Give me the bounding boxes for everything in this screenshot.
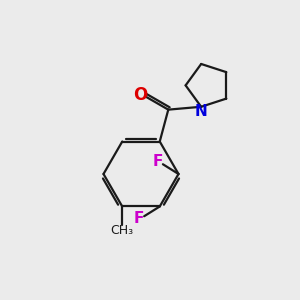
Text: CH₃: CH₃ <box>111 224 134 237</box>
Text: O: O <box>133 85 148 103</box>
Text: F: F <box>134 211 144 226</box>
Text: F: F <box>152 154 163 169</box>
Text: N: N <box>195 104 208 119</box>
